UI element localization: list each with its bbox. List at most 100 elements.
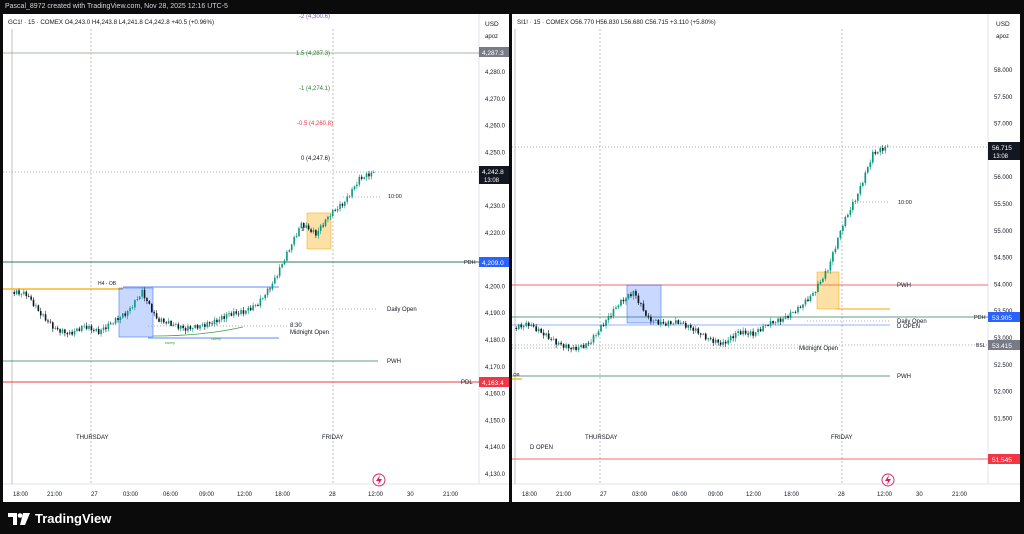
- candle-body: [322, 225, 324, 227]
- time-axis[interactable]: 18:00 21:00 27 03:00 06:00 09:00 12:00 18:00 28 1…: [13, 492, 459, 498]
- fib-top-badge-text: 4,287.3: [482, 50, 504, 57]
- candle-body: [647, 315, 650, 317]
- last-price-text: 4,242.8: [482, 169, 504, 176]
- currency-label: USD: [485, 21, 499, 28]
- candle-body: [158, 318, 160, 322]
- pdl-badge-text: 4,163.4: [482, 380, 504, 387]
- candle-body: [747, 333, 749, 335]
- last-price-badge: [988, 142, 1020, 160]
- candle-body: [196, 325, 199, 329]
- candle-body: [49, 321, 52, 323]
- time-axis[interactable]: 18:00 21:00 27 03:00 06:00 09:00 12:00 18:00 28 1…: [522, 492, 968, 498]
- bsl-badge: [988, 340, 1020, 350]
- candle-body: [817, 283, 819, 292]
- candle-body: [789, 312, 792, 318]
- candle-body: [620, 299, 622, 306]
- silver-chart-canvas[interactable]: SI1! · 15 · COMEX O56.770 H56.830 L56.68…: [512, 14, 1020, 502]
- candle-body: [312, 230, 315, 233]
- candle-body: [155, 313, 158, 319]
- candle-body: [694, 328, 697, 331]
- candle-body: [727, 340, 730, 344]
- candle-body: [602, 325, 605, 326]
- price-ticks: 58.00057.50057.00056.50056.00055.50055.0…: [994, 68, 1013, 422]
- candle-body: [655, 319, 657, 321]
- fvg-box[interactable]: [816, 271, 840, 310]
- candle-body: [537, 328, 540, 332]
- candle-body: [245, 310, 247, 314]
- candle-body: [324, 219, 327, 227]
- pdh-label: PDH: [464, 260, 476, 266]
- price-tick: 4,160.0: [485, 392, 506, 398]
- candle-body: [228, 313, 230, 315]
- time-tick: 06:00: [672, 492, 688, 498]
- candle-body: [97, 328, 100, 334]
- candle-body: [170, 321, 172, 326]
- scale-mode-label[interactable]: apoz: [485, 34, 498, 40]
- candle-body: [372, 172, 375, 173]
- order-block-box[interactable]: [118, 287, 154, 338]
- candle-body: [784, 316, 787, 319]
- price-tick: 54.000: [994, 282, 1013, 288]
- candle-body: [612, 308, 615, 317]
- candle-body: [102, 327, 105, 330]
- candle-body: [194, 325, 197, 329]
- candle-body: [754, 332, 757, 336]
- day-label-friday: FRIDAY: [831, 435, 853, 441]
- candle-body: [799, 306, 802, 308]
- low-badge-text: 51.545: [992, 457, 1012, 464]
- candle-body: [37, 305, 40, 312]
- candle-body: [163, 318, 165, 323]
- lightning-icon[interactable]: [372, 473, 386, 487]
- candle-body: [517, 324, 520, 329]
- gold-chart-pane[interactable]: GC1! · 15 · COMEX O4,243.0 H4,243.8 L4,2…: [3, 14, 509, 502]
- candle-body: [293, 237, 295, 245]
- candle-body: [129, 307, 131, 312]
- candle-body: [565, 344, 567, 348]
- candle-body: [319, 225, 322, 231]
- time-tick: 09:00: [199, 492, 215, 498]
- candle-body: [269, 288, 271, 290]
- tradingview-logo[interactable]: TradingView: [8, 511, 111, 526]
- candle-body: [635, 291, 637, 296]
- candle-body: [842, 225, 844, 231]
- candle-body: [527, 322, 530, 327]
- candle-body: [570, 348, 572, 350]
- silver-chart-pane[interactable]: SI1! · 15 · COMEX O56.770 H56.830 L56.68…: [512, 14, 1020, 502]
- candle-body: [298, 228, 300, 237]
- candle-body: [363, 177, 365, 179]
- candle-body: [52, 322, 54, 329]
- candle-body: [134, 300, 136, 308]
- fib-top-badge: [479, 47, 509, 57]
- candle-body: [567, 344, 570, 349]
- candle-body: [844, 216, 847, 226]
- candle-body: [80, 325, 83, 331]
- candle-body: [732, 336, 735, 339]
- candle-body: [303, 223, 305, 228]
- price-tick: 58.000: [994, 68, 1013, 74]
- gold-chart-canvas[interactable]: GC1! · 15 · COMEX O4,243.0 H4,243.8 L4,2…: [3, 14, 509, 502]
- candle-body: [356, 184, 358, 187]
- candle-body: [832, 252, 834, 262]
- candle-body: [742, 330, 744, 335]
- candle-body: [834, 248, 837, 253]
- candle-body: [191, 328, 194, 330]
- candle-body: [847, 214, 849, 217]
- candle-body: [119, 317, 122, 321]
- pdh-badge: [988, 312, 1020, 322]
- candle-body: [230, 313, 233, 316]
- candle-body: [290, 244, 293, 251]
- candle-body: [88, 325, 90, 329]
- price-scale[interactable]: [988, 14, 1020, 502]
- lightning-icon[interactable]: [881, 473, 895, 487]
- candle-body: [874, 151, 877, 154]
- candle-body: [261, 298, 264, 299]
- candle-body: [187, 326, 189, 331]
- pwh-upper-label: PWH: [897, 283, 911, 289]
- price-tick: 4,230.0: [485, 204, 506, 210]
- price-tick: 4,260.0: [485, 124, 506, 130]
- tradingview-logo-icon: [8, 512, 30, 525]
- candle-body: [105, 327, 107, 330]
- candle-body: [532, 324, 535, 327]
- scale-mode-label[interactable]: apoz: [996, 34, 1009, 40]
- pdl-badge: [479, 377, 509, 387]
